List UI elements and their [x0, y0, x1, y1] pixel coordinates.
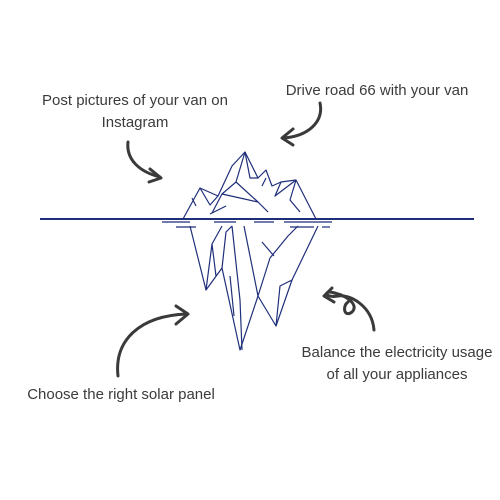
label-drive-road: Drive road 66 with your van: [270, 80, 484, 102]
label-line: Post pictures of your van on: [42, 92, 228, 109]
label-line: of all your appliances: [326, 366, 468, 383]
curved-arrow-icon: [280, 101, 323, 147]
label-line: Drive road 66 with your van: [285, 82, 469, 99]
label-line: Choose the right solar panel: [27, 386, 215, 403]
loop-arrow-icon: [322, 286, 376, 332]
label-line: Balance the electricity usage: [301, 344, 493, 361]
label-balance-electricity: Balance the electricity usage of all you…: [288, 342, 500, 386]
iceberg-tip: [182, 151, 317, 220]
iceberg-body: [189, 225, 319, 351]
curved-arrow-icon: [116, 304, 190, 378]
curved-arrow-icon: [126, 140, 163, 184]
water-reflection: [162, 221, 332, 228]
label-post-pictures: Post pictures of your van on Instagram: [14, 90, 256, 134]
label-line: Instagram: [101, 114, 169, 131]
label-solar-panel: Choose the right solar panel: [14, 384, 228, 406]
